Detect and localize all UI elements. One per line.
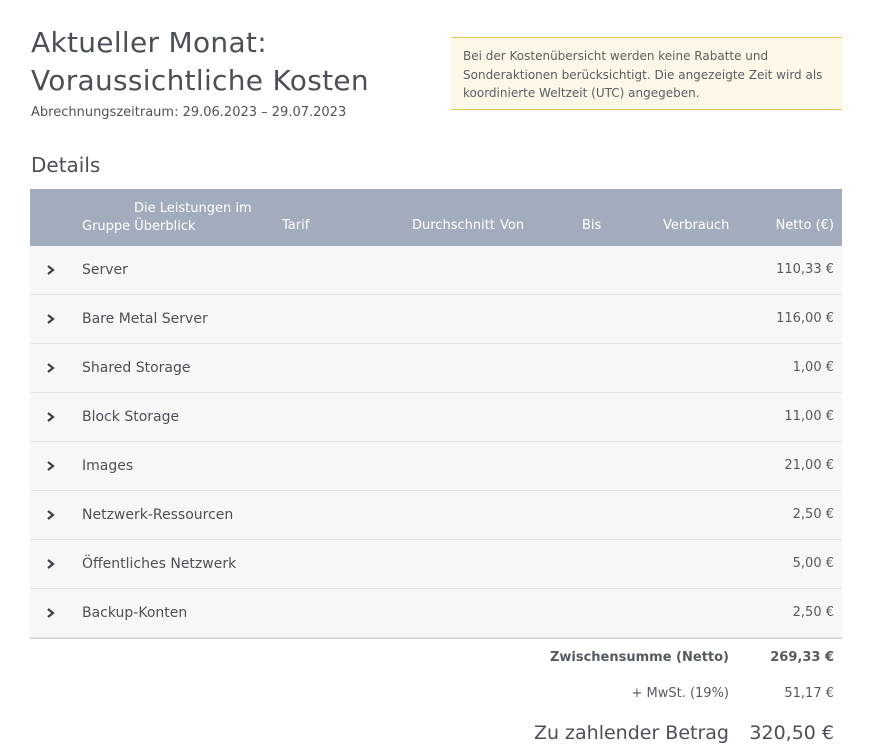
total-label: Zu zahlender Betrag [533,722,729,744]
table-row[interactable]: Block Storage 11,00 € [30,393,842,442]
chevron-right-icon[interactable] [45,507,57,523]
subtotal-value: 269,33 € [770,650,834,665]
row-net-amount: 21,00 € [784,458,834,473]
chevron-right-icon[interactable] [45,605,57,621]
row-net-amount: 2,50 € [792,507,834,522]
cost-details-table: Die Leistungen im Gruppe Überblick Tarif… [30,189,842,639]
table-row[interactable]: Shared Storage 1,00 € [30,344,842,393]
table-header: Die Leistungen im Gruppe Überblick Tarif… [30,189,842,246]
column-header-from: Von [500,218,525,233]
chevron-right-icon[interactable] [45,360,57,376]
column-header-tarif: Tarif [282,218,310,233]
vat-value: 51,17 € [784,686,834,701]
row-name: Server [82,262,128,278]
column-header-net: Netto (€) [775,218,834,233]
table-row[interactable]: Images 21,00 € [30,442,842,491]
column-header-average: Durchschnitt [412,218,495,233]
row-net-amount: 1,00 € [792,360,834,375]
row-net-amount: 11,00 € [784,409,834,424]
chevron-right-icon[interactable] [45,458,57,474]
row-name: Images [82,458,134,474]
row-name: Öffentliches Netzwerk [82,556,237,572]
row-net-amount: 5,00 € [792,556,834,571]
details-heading: Details [31,153,101,177]
table-divider [30,638,842,639]
table-row[interactable]: Bare Metal Server 116,00 € [30,295,842,344]
column-header-usage: Verbrauch [663,218,730,233]
total-value: 320,50 € [749,722,834,744]
chevron-right-icon[interactable] [45,311,57,327]
row-net-amount: 116,00 € [776,311,834,326]
column-header-to: Bis [582,218,602,233]
page-title: Aktueller Monat: Voraussichtliche Kosten [31,24,369,100]
page-title-line2: Voraussichtliche Kosten [31,64,369,97]
table-row[interactable]: Öffentliches Netzwerk 5,00 € [30,540,842,589]
page-title-line1: Aktueller Monat: [31,26,267,59]
chevron-right-icon[interactable] [45,262,57,278]
billing-period: Abrechnungszeitraum: 29.06.2023 – 29.07.… [31,105,347,120]
vat-label: + MwSt. (19%) [631,686,729,701]
table-row[interactable]: Server 110,33 € [30,246,842,295]
chevron-right-icon[interactable] [45,556,57,572]
table-row[interactable]: Netzwerk-Ressourcen 2,50 € [30,491,842,540]
chevron-right-icon[interactable] [45,409,57,425]
info-notice: Bei der Kostenübersicht werden keine Rab… [451,37,842,110]
row-name: Block Storage [82,409,180,425]
row-name: Bare Metal Server [82,311,208,327]
column-header-group: Die Leistungen im Gruppe Überblick [82,200,262,236]
subtotal-label: Zwischensumme (Netto) [549,650,729,665]
row-name: Backup-Konten [82,605,188,621]
table-row[interactable]: Backup-Konten 2,50 € [30,589,842,638]
column-header-group-line1: Die Leistungen im [134,201,252,216]
row-net-amount: 2,50 € [792,605,834,620]
column-header-group-line2: Gruppe Überblick [82,219,196,234]
row-net-amount: 110,33 € [776,262,834,277]
row-name: Shared Storage [82,360,191,376]
row-name: Netzwerk-Ressourcen [82,507,234,523]
